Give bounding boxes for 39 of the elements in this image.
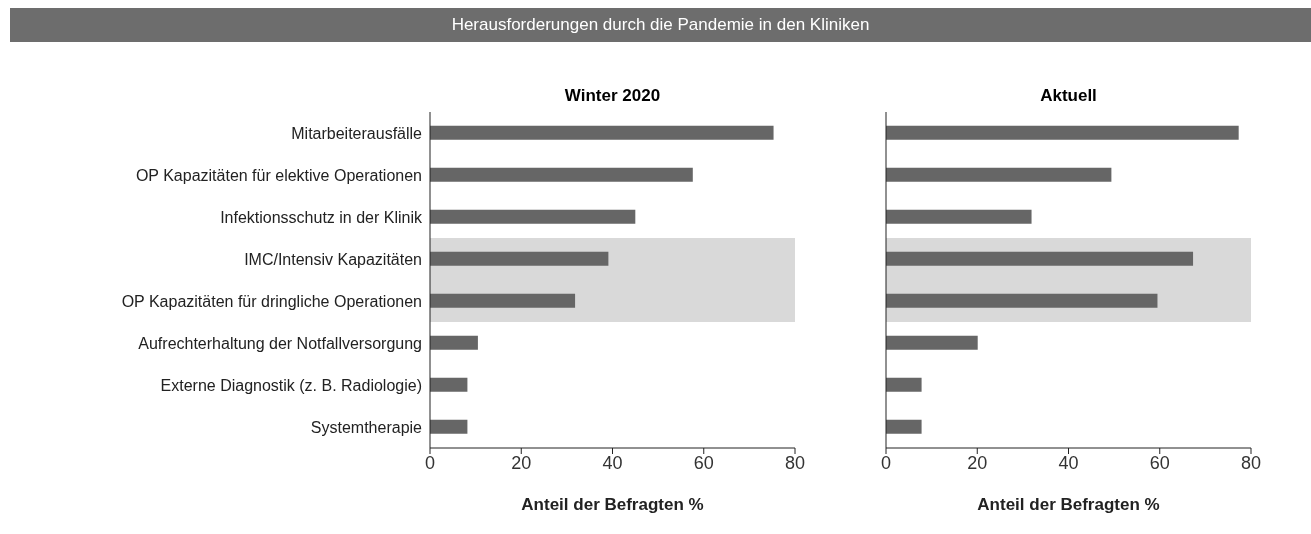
bar <box>430 377 468 392</box>
y-tick-label: IMC/Intensiv Kapazitäten <box>244 250 422 268</box>
bar <box>886 419 922 434</box>
bar <box>430 335 478 350</box>
chart-title: Herausforderungen durch die Pandemie in den Kliniken <box>10 8 1311 42</box>
x-tick-label: 80 <box>784 452 806 473</box>
bar <box>886 293 1158 308</box>
bar <box>886 377 922 392</box>
x-tick-label: 0 <box>424 452 436 473</box>
bar <box>886 167 1112 182</box>
y-tick-label: Externe Diagnostik (z. B. Radiologie) <box>160 376 422 394</box>
bar <box>430 209 636 224</box>
x-tick-label: 20 <box>967 452 988 473</box>
x-tick-label: 20 <box>511 452 532 473</box>
chart-title: Aktuell <box>1039 86 1098 107</box>
x-tick-label: 40 <box>1058 452 1079 473</box>
y-tick-label: Systemtherapie <box>310 418 423 436</box>
x-tick-label: 60 <box>693 452 714 473</box>
bar <box>886 335 978 350</box>
bar <box>430 293 576 308</box>
bar <box>886 209 1032 224</box>
y-tick-label: OP Kapazitäten für dringliche Operationen <box>121 292 422 310</box>
y-tick-label: Infektionsschutz in der Klinik <box>220 208 423 226</box>
bar <box>886 251 1194 266</box>
x-tick-label: 0 <box>880 452 892 473</box>
bar <box>430 251 609 266</box>
x-axis-title: Anteil der Befragten % <box>521 495 704 514</box>
x-tick-label: 40 <box>602 452 623 473</box>
x-tick-label: 60 <box>1149 452 1170 473</box>
x-axis-title: Anteil der Befragten % <box>977 495 1160 514</box>
y-tick-label: Aufrechterhaltung der Notfallversorgung <box>138 334 422 352</box>
chart-subtitle: Winter 2020 <box>563 86 662 107</box>
y-tick-label: OP Kapazitäten für elektive Operationen <box>135 166 422 184</box>
x-tick-label: 80 <box>1240 452 1262 473</box>
bar <box>430 167 693 182</box>
bar <box>430 125 774 140</box>
bar <box>886 125 1239 140</box>
bar <box>430 419 468 434</box>
y-tick-label: Mitarbeiterausfälle <box>291 124 423 142</box>
